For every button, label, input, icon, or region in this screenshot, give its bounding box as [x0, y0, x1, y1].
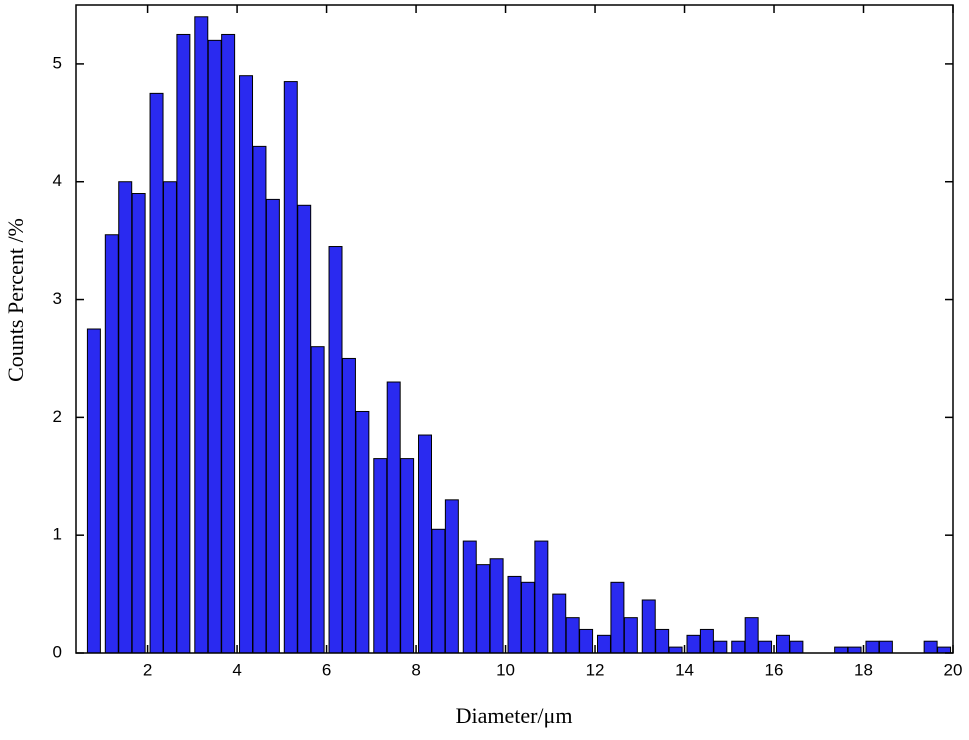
y-tick-label: 4 [53, 171, 62, 190]
bar [149, 92, 164, 654]
bar [283, 81, 298, 654]
bar [744, 617, 759, 654]
bar [162, 181, 177, 654]
bar [489, 558, 504, 654]
y-tick-label: 0 [53, 642, 62, 661]
bar [462, 540, 477, 654]
bar [239, 75, 254, 654]
bar [355, 410, 370, 654]
x-tick-label: 6 [322, 660, 331, 679]
bar [507, 575, 522, 654]
bar [579, 628, 594, 654]
bar [444, 499, 459, 654]
y-tick-label: 1 [53, 525, 62, 544]
bar [373, 458, 388, 654]
bar [328, 246, 343, 654]
bar [668, 646, 683, 654]
bar [431, 528, 446, 654]
x-axis-title: Diameter/μm [456, 703, 573, 728]
bar [552, 593, 567, 654]
bar [207, 39, 222, 654]
bar [937, 646, 952, 654]
bar [534, 540, 549, 654]
bar [418, 434, 432, 654]
bar [476, 564, 491, 654]
bar [131, 193, 146, 654]
x-tick-label: 10 [496, 660, 515, 679]
bar [610, 581, 625, 654]
bar [923, 640, 938, 654]
bar [686, 634, 701, 654]
bar [565, 617, 580, 654]
bar [731, 640, 746, 654]
bar [104, 234, 119, 654]
bar [297, 204, 312, 654]
bar [623, 617, 638, 654]
bar [221, 33, 236, 654]
y-axis-title: Counts Percent /% [3, 218, 28, 382]
x-tick-label: 2 [143, 660, 152, 679]
bar [834, 646, 849, 654]
bar [176, 33, 191, 654]
bar [341, 357, 356, 654]
bar [400, 458, 415, 654]
y-tick-label: 3 [53, 289, 62, 308]
bar [758, 640, 773, 654]
y-tick-label: 2 [53, 407, 62, 426]
x-tick-label: 18 [854, 660, 873, 679]
bar [865, 640, 880, 654]
plot-frame [75, 4, 954, 654]
bar [713, 640, 728, 654]
bar [386, 381, 401, 654]
bar [520, 581, 535, 654]
bar [847, 646, 862, 654]
bar [775, 634, 790, 654]
x-tick-label: 8 [411, 660, 420, 679]
bar [252, 145, 267, 654]
bar [86, 328, 101, 654]
x-tick-label: 4 [232, 660, 241, 679]
y-tick-label: 5 [53, 53, 62, 72]
x-tick-label: 14 [675, 660, 694, 679]
bar [194, 16, 209, 654]
bar [265, 198, 280, 654]
bar [310, 346, 325, 654]
bar [118, 181, 133, 654]
bar [641, 599, 656, 654]
bar [597, 634, 611, 654]
bar [655, 628, 670, 654]
x-tick-label: 16 [765, 660, 784, 679]
bar [789, 640, 804, 654]
x-tick-label: 20 [944, 660, 963, 679]
x-tick-label: 12 [586, 660, 605, 679]
bar [878, 640, 893, 654]
bar [699, 628, 714, 654]
